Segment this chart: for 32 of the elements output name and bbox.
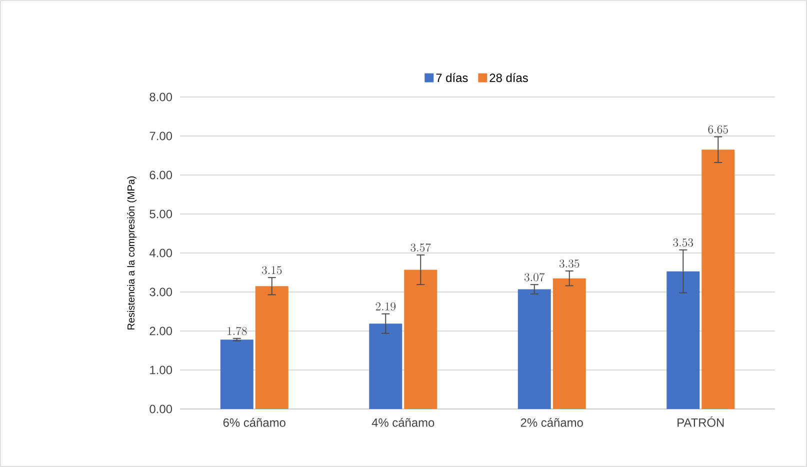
y-tick-label: 2.00 [150, 326, 172, 336]
x-tick-label: 6% cáñamo [223, 418, 286, 427]
y-tick-label: 8.00 [150, 92, 172, 102]
bar [255, 286, 288, 409]
x-tick-label: 4% cáñamo [372, 418, 434, 427]
bar [552, 278, 586, 409]
data-label: 3.07 [524, 272, 545, 282]
x-tick-label: PATRÓN [678, 416, 724, 427]
y-tick-label: 1.00 [150, 366, 172, 374]
y-tick-label: 6.00 [150, 170, 172, 180]
bar [518, 289, 551, 409]
data-label: 3. 15 [262, 266, 282, 274]
y-tick-label: 5.00 [150, 210, 172, 218]
data-label: 2. 19 [376, 302, 396, 311]
y-tick-label: 4.00 [149, 248, 172, 258]
data-label: 3.57 [410, 243, 431, 252]
bar [702, 150, 735, 409]
bar [404, 270, 438, 409]
legend-label: 28 días [490, 73, 528, 82]
bar [220, 340, 254, 409]
bar [666, 271, 700, 409]
legend-label: 7 días [436, 73, 468, 82]
y-tick-label: 0.00 [150, 404, 172, 414]
bar [369, 324, 402, 409]
data-label: 1 .78 [228, 326, 247, 336]
y-tick-label: 3.00 [150, 288, 172, 296]
data-label: 3.53 [673, 238, 694, 247]
data-label: 6.65 [708, 125, 728, 134]
x-tick-label: 2% cáñamo [520, 418, 583, 427]
y-tick-label: 7.00 [150, 132, 172, 140]
y-axis-title: Resistencia a la compresión (MPa) [127, 176, 136, 330]
data-label: 3.35 [559, 259, 580, 268]
